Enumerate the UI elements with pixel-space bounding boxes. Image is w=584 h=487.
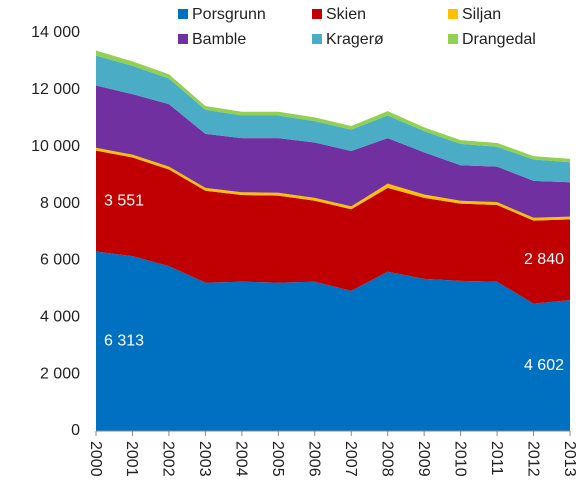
x-tick-label: 2012 [524,441,541,477]
y-tick-label: 0 [71,422,80,439]
legend-swatch [178,9,188,19]
y-tick-label: 2 000 [40,365,80,382]
area [96,85,570,218]
x-tick-label: 2002 [160,441,177,477]
area [96,150,570,304]
x-tick-label: 2003 [196,441,213,477]
y-tick-label: 14 000 [31,24,80,41]
value-label: 4 602 [524,357,564,374]
x-tick-label: 2009 [415,441,432,477]
x-tick-label: 2006 [306,441,323,477]
x-tick-label: 2008 [378,441,395,477]
y-tick-label: 8 000 [40,195,80,212]
y-tick-label: 10 000 [31,138,80,155]
legend-swatch [312,9,322,19]
legend-label: Bamble [192,31,246,48]
x-tick-label: 2005 [269,441,286,477]
legend-swatch [448,34,458,44]
legend-swatch [312,34,322,44]
y-tick-label: 6 000 [40,252,80,269]
value-label: 3 551 [104,192,144,209]
area [96,251,570,431]
y-tick-label: 12 000 [31,81,80,98]
x-tick-label: 2004 [233,441,250,477]
y-tick-label: 4 000 [40,309,80,326]
area [96,147,570,221]
x-tick-label: 2001 [123,441,140,477]
legend-label: Kragerø [326,31,384,48]
legend-label: Drangedal [462,31,536,48]
legend-swatch [178,34,188,44]
value-label: 6 313 [104,332,144,349]
legend-swatch [448,9,458,19]
x-tick-label: 2011 [488,441,505,476]
x-tick-label: 2010 [451,441,468,477]
legend-label: Siljan [462,6,501,23]
legend-label: Porsgrunn [192,6,266,23]
legend-label: Skien [326,6,366,23]
area [96,55,570,183]
x-tick-label: 2000 [87,441,104,477]
x-tick-label: 2007 [342,441,359,477]
x-tick-label: 2013 [561,441,578,477]
value-label: 2 840 [524,251,564,268]
